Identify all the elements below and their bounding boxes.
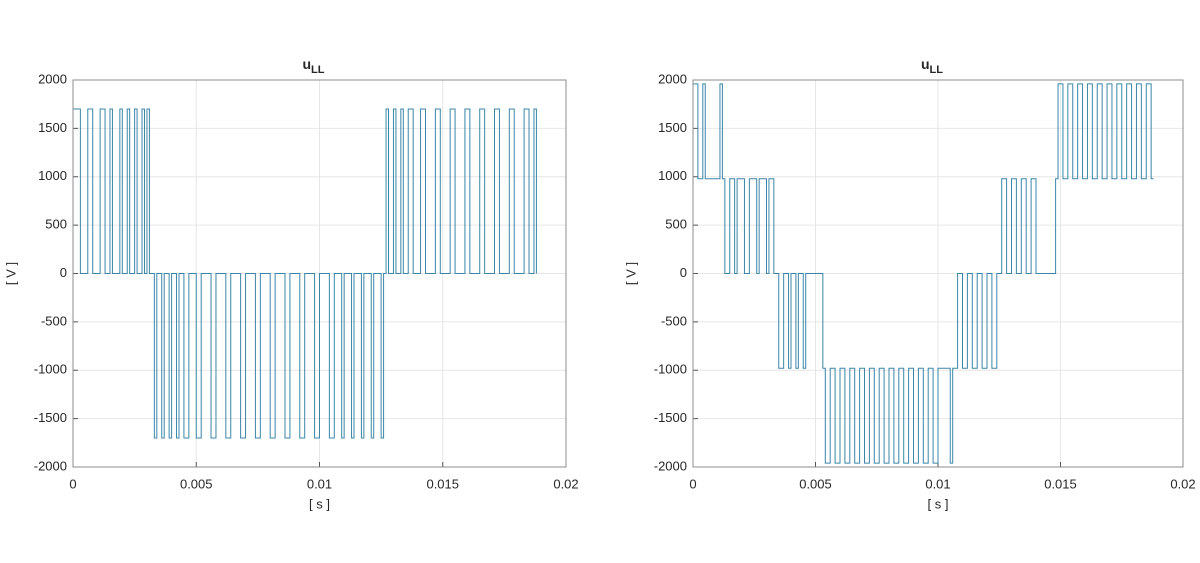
x-tick-label: 0.01 bbox=[307, 476, 332, 491]
chart: -2000 -1500 -1000 -500 0 500 1000 1500 2000 0 0.00… bbox=[3, 56, 578, 512]
y-tick-label: -1000 bbox=[34, 362, 67, 377]
x-tick-label: 0 bbox=[69, 476, 76, 491]
title-subscript: LL bbox=[311, 64, 325, 76]
y-tick-label: 1500 bbox=[658, 120, 687, 135]
chart: -2000 -1500 -1000 -500 0 500 1000 1500 2000 0 0.00… bbox=[623, 56, 1195, 512]
y-tick-label: -500 bbox=[41, 313, 67, 328]
plot-frame bbox=[692, 79, 1184, 468]
y-axis-label: [ V ] bbox=[3, 262, 18, 285]
y-tick-label: -2000 bbox=[34, 458, 67, 473]
x-tick-label: 0 bbox=[689, 476, 696, 491]
y-tick-label: 0 bbox=[680, 265, 687, 280]
y-tick-label: 1000 bbox=[658, 168, 687, 183]
chart-title: uLL bbox=[302, 56, 324, 76]
y-tick-label: -2000 bbox=[654, 458, 687, 473]
waveform bbox=[692, 83, 1154, 464]
x-tick-label: 0.01 bbox=[925, 476, 950, 491]
waveform bbox=[72, 108, 537, 439]
title-main: u bbox=[302, 56, 311, 72]
x-tick-label: 0.005 bbox=[799, 476, 832, 491]
y-tick-label: -1000 bbox=[654, 362, 687, 377]
y-tick-label: 2000 bbox=[658, 71, 687, 86]
x-tick-label: 0.015 bbox=[1044, 476, 1077, 491]
y-tick-label: 500 bbox=[45, 217, 67, 232]
y-axis-label: [ V ] bbox=[623, 262, 638, 285]
x-axis-label: [ s ] bbox=[928, 496, 949, 511]
y-tick-label: 500 bbox=[665, 217, 687, 232]
title-main: u bbox=[921, 56, 930, 72]
x-tick-label: 0.02 bbox=[553, 476, 578, 491]
x-axis-label: [ s ] bbox=[309, 496, 330, 511]
y-tick-label: 1000 bbox=[38, 168, 67, 183]
plot-frame bbox=[72, 79, 567, 468]
y-tick-label: -1500 bbox=[654, 410, 687, 425]
y-tick-label: 0 bbox=[60, 265, 67, 280]
title-subscript: LL bbox=[930, 64, 944, 76]
x-tick-label: 0.02 bbox=[1170, 476, 1195, 491]
y-tick-label: -500 bbox=[661, 313, 687, 328]
x-tick-label: 0.015 bbox=[426, 476, 459, 491]
x-tick-label: 0.005 bbox=[180, 476, 213, 491]
y-tick-label: -1500 bbox=[34, 410, 67, 425]
chart-title: uLL bbox=[921, 56, 943, 76]
y-tick-label: 1500 bbox=[38, 120, 67, 135]
y-tick-label: 2000 bbox=[38, 71, 67, 86]
